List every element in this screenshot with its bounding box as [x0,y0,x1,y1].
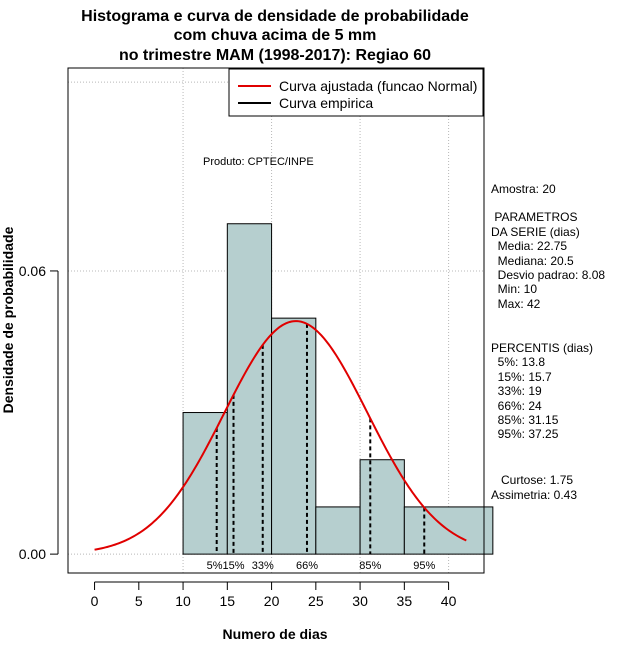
histogram-bar [359,459,405,555]
normal-curve-line [94,320,467,551]
histogram-bar [182,412,228,555]
product-note: Produto: CPTEC/INPE [203,156,314,168]
x-tick-label: 15 [220,593,236,609]
y-axis-title: Densidade de probabilidade [0,226,16,413]
histogram-bars [182,223,494,555]
stat-p15: 15%: 15.7 [491,370,552,384]
x-tick-label: 40 [441,593,457,609]
x-tick-label: 10 [175,593,191,609]
stat-params-subheading: DA SERIE (dias) [491,225,580,239]
x-tick-label: 0 [91,593,99,609]
percentile-label: 85% [359,560,381,572]
percentile-labels: 5%15% 33% 66% 85% 95% [207,560,436,572]
legend-box [228,68,484,117]
legend: Curva ajustada (funcao Normal) Curva emp… [228,68,484,117]
stat-sample: Amostra: 20 [491,182,556,196]
legend-label-empirical: Curva empirica [279,95,373,111]
x-tick-label: 30 [352,593,368,609]
stat-p5: 5%: 13.8 [491,355,545,369]
stat-p66: 66%: 24 [491,399,542,413]
histogram-bar [271,317,317,555]
legend-label-normal: Curva ajustada (funcao Normal) [279,78,477,94]
percentile-label: 33% [252,560,274,572]
stat-p85: 85%: 31.15 [491,413,559,427]
chart-title-line-1: Histograma e curva de densidade de proba… [81,8,469,25]
chart-title-line-2: com chuva acima de 5 mm [174,27,377,44]
stat-max: Max: 42 [491,297,541,311]
x-tick-label: 35 [397,593,413,609]
x-tick-label: 25 [308,593,324,609]
percentile-label: 95% [413,560,435,572]
grid [68,68,484,573]
stat-sd: Desvio padrao: 8.08 [491,268,605,282]
plot-frame [67,67,485,574]
percentile-label: 5%15% [207,560,245,572]
y-tick-label: 0.00 [19,546,46,562]
histogram-bar [403,506,494,555]
stat-min: Min: 10 [491,282,537,296]
normal-curve [94,320,467,551]
stats-panel: Amostra: 20 PARAMETROS DA SERIE (dias) M… [491,182,605,502]
chart-title-line-3: no trimestre MAM (1998-2017): Regiao 60 [119,47,431,64]
stat-percentis-heading: PERCENTIS (dias) [491,341,593,355]
histogram-bar [315,506,361,555]
y-tick-label: 0.06 [19,263,46,279]
percentile-label: 66% [296,560,318,572]
x-axis-title: Numero de dias [222,626,327,642]
x-tick-label: 5 [135,593,143,609]
x-tick-label: 20 [264,593,280,609]
stat-mean: Media: 22.75 [491,239,567,253]
percentile-lines [215,323,426,555]
stat-p95: 95%: 37.25 [491,427,559,441]
histogram-bar [226,223,273,555]
axes: 0 5 10 15 20 25 30 35 40 0.00 0.06 [19,263,457,609]
stat-p33: 33%: 19 [491,384,542,398]
stat-kurtosis: Curtose: 1.75 [491,473,573,487]
stat-skewness: Assimetria: 0.43 [491,488,577,502]
stat-params-heading: PARAMETROS [491,210,577,224]
stat-median: Mediana: 20.5 [491,254,574,268]
